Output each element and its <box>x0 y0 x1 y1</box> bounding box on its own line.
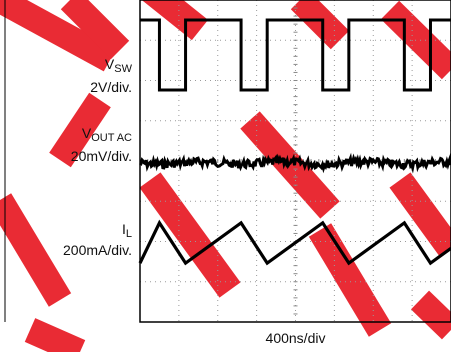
watermark-stroke-10 <box>308 223 392 337</box>
watermark-stroke-3 <box>141 0 209 41</box>
watermark-stroke-7 <box>24 318 86 352</box>
traces <box>138 18 451 266</box>
vout-scale: 20mV/div. <box>70 148 132 164</box>
il-scale: 200mA/div. <box>63 242 132 258</box>
watermark-stroke-8 <box>139 172 241 298</box>
watermark-stroke-12 <box>49 92 111 168</box>
vsw-trace <box>140 18 451 92</box>
watermark-stroke-2 <box>60 0 130 60</box>
il-trace <box>138 219 451 266</box>
watermark-stroke-11 <box>389 172 451 258</box>
vsw-channel-name: VSW <box>104 56 132 75</box>
x-axis-label: 400ns/div <box>265 330 326 346</box>
vsw-scale: 2V/div. <box>90 79 132 95</box>
vout-channel-name: VOUT AC <box>81 125 132 144</box>
watermark-stroke-13 <box>410 290 451 340</box>
plot-frame <box>139 0 451 323</box>
vout-trace <box>139 152 451 174</box>
il-channel-name: IL <box>121 221 132 240</box>
watermark-stroke-1 <box>0 0 117 72</box>
watermark-stroke-6 <box>0 193 72 307</box>
